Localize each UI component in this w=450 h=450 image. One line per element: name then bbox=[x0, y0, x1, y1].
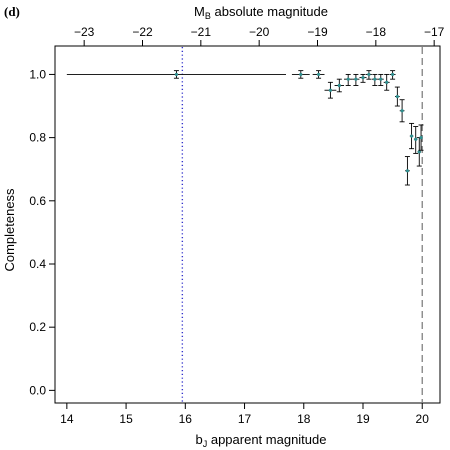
svg-text:bJ apparent magnitude: bJ apparent magnitude bbox=[196, 432, 327, 449]
point-marker bbox=[316, 72, 321, 77]
y-axis-label: Completeness bbox=[2, 188, 17, 272]
data-point bbox=[365, 70, 372, 80]
point-marker bbox=[405, 169, 410, 173]
top-tick-label: −20 bbox=[249, 25, 270, 39]
point-marker bbox=[385, 80, 389, 84]
data-point bbox=[389, 70, 396, 80]
point-marker bbox=[409, 134, 414, 138]
top-tick-label: −23 bbox=[74, 25, 95, 39]
data-point bbox=[416, 137, 422, 167]
point-marker bbox=[354, 77, 358, 81]
top-axis-label-main: M bbox=[194, 4, 205, 19]
data-point bbox=[377, 73, 384, 86]
data-point bbox=[371, 73, 378, 86]
y-tick-label: 0.0 bbox=[29, 383, 46, 397]
x-axis-label-rest: apparent magnitude bbox=[207, 432, 326, 447]
data-point bbox=[383, 73, 390, 91]
point-marker bbox=[346, 77, 350, 81]
data-point bbox=[399, 99, 405, 123]
top-axis-label: MB absolute magnitude bbox=[194, 4, 328, 21]
top-tick-label: −22 bbox=[132, 25, 153, 39]
data-point bbox=[394, 86, 400, 107]
x-tick-label: 16 bbox=[179, 412, 193, 426]
point-marker bbox=[379, 77, 383, 81]
x-tick-label: 19 bbox=[356, 412, 370, 426]
y-tick-label: 0.8 bbox=[29, 131, 46, 145]
point-marker bbox=[337, 83, 341, 88]
point-marker bbox=[373, 77, 377, 81]
data-point bbox=[409, 122, 415, 150]
point-marker bbox=[367, 72, 371, 77]
top-tick-label: −21 bbox=[191, 25, 212, 39]
top-tick-label: −18 bbox=[366, 25, 387, 39]
svg-text:MB absolute magnitude: MB absolute magnitude bbox=[194, 4, 328, 21]
data-point bbox=[291, 70, 310, 79]
plot-frame bbox=[54, 45, 441, 404]
data-point bbox=[334, 78, 345, 93]
x-axis-label: bJ apparent magnitude bbox=[196, 432, 327, 449]
data-point bbox=[352, 73, 360, 86]
data-point bbox=[344, 73, 353, 86]
point-marker bbox=[395, 94, 399, 99]
point-marker bbox=[419, 136, 423, 140]
top-tick-label: −19 bbox=[307, 25, 328, 39]
data-point bbox=[404, 156, 410, 186]
point-marker bbox=[414, 137, 418, 141]
data-point bbox=[66, 70, 286, 79]
x-axis-label-sub: J bbox=[203, 439, 208, 449]
point-marker bbox=[361, 75, 365, 80]
x-tick-label: 18 bbox=[297, 412, 311, 426]
top-axis-label-rest: absolute magnitude bbox=[211, 4, 328, 19]
x-tick-label: 14 bbox=[60, 412, 74, 426]
panel-label: (d) bbox=[4, 4, 20, 19]
x-tick-label: 15 bbox=[119, 412, 133, 426]
point-marker bbox=[391, 72, 395, 77]
y-tick-label: 0.4 bbox=[29, 257, 46, 271]
data-point bbox=[324, 81, 337, 99]
point-marker bbox=[174, 72, 179, 77]
data-point bbox=[413, 126, 419, 154]
top-axis-label-sub: B bbox=[205, 11, 211, 21]
data-point bbox=[359, 73, 367, 83]
point-marker bbox=[328, 88, 333, 92]
top-tick-label: −17 bbox=[424, 25, 445, 39]
x-tick-label: 17 bbox=[238, 412, 252, 426]
y-tick-label: 1.0 bbox=[29, 67, 46, 81]
y-tick-label: 0.6 bbox=[29, 194, 46, 208]
point-marker bbox=[417, 150, 421, 154]
point-marker bbox=[400, 109, 404, 113]
data-point bbox=[418, 124, 424, 151]
point-marker bbox=[299, 72, 303, 77]
data-point bbox=[312, 70, 325, 79]
x-axis-label-main: b bbox=[196, 432, 203, 447]
y-tick-label: 0.2 bbox=[29, 320, 46, 334]
x-tick-label: 20 bbox=[416, 412, 430, 426]
